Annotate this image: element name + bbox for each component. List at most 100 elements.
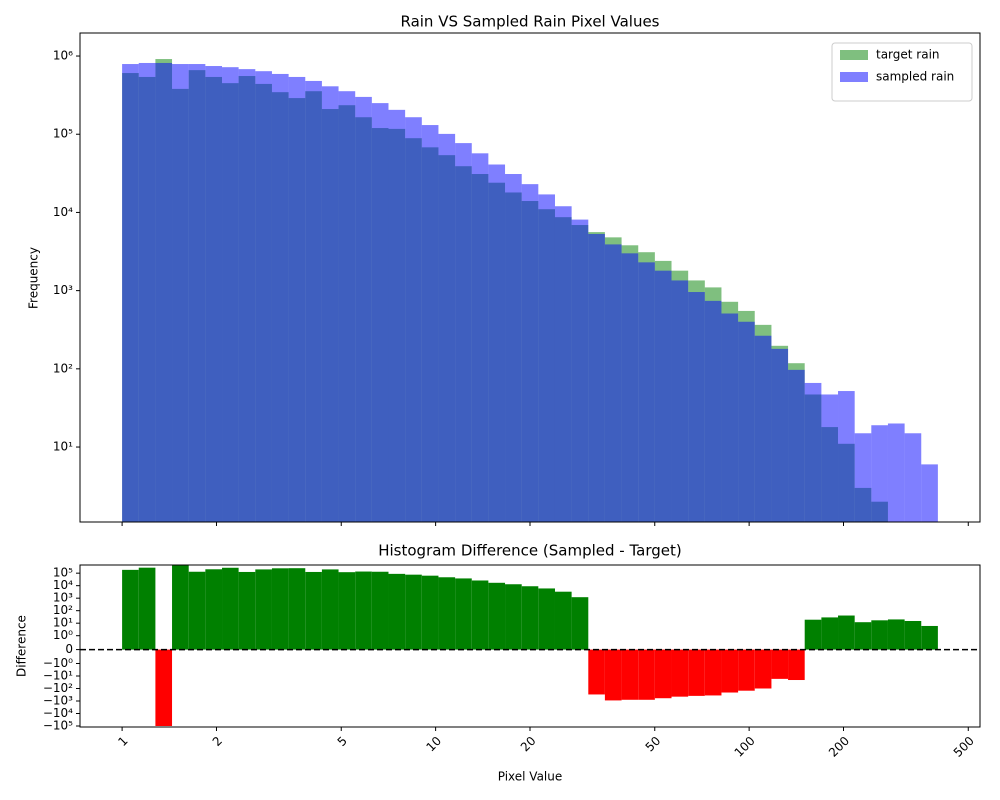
difference-bar	[738, 649, 755, 691]
x-tick-label: 200	[826, 734, 852, 760]
difference-bar	[172, 565, 189, 650]
histogram-bar	[721, 313, 739, 522]
y-axis-label: Difference	[15, 615, 29, 677]
y-tick-label: 10⁴	[53, 205, 73, 219]
y-tick-label: 10³	[53, 591, 73, 605]
y-tick-label: 10¹	[53, 616, 73, 630]
difference-bar	[421, 575, 439, 650]
histogram-bar	[654, 270, 672, 522]
histogram-bar	[288, 76, 306, 522]
difference-bar	[704, 649, 722, 696]
difference-bar	[438, 577, 456, 650]
difference-bar	[155, 649, 173, 727]
y-tick-label: −10⁰	[43, 656, 73, 670]
difference-bar	[288, 568, 306, 650]
histogram-bar	[854, 433, 872, 522]
histogram-bar	[255, 71, 272, 522]
histogram-bar	[588, 233, 605, 522]
histogram-bar	[804, 382, 822, 522]
difference-bar	[571, 597, 589, 650]
difference-bar	[788, 649, 805, 681]
difference-bar	[471, 580, 489, 650]
y-tick-label: −10⁴	[43, 706, 73, 720]
difference-bar	[621, 649, 639, 700]
histogram-bar	[238, 69, 256, 522]
histogram-bar	[488, 164, 506, 522]
histogram-bar	[671, 280, 689, 522]
histogram-bar	[821, 394, 839, 522]
histogram-bar	[538, 194, 555, 522]
plot-area	[122, 565, 938, 727]
y-tick-label: 10⁵	[53, 566, 73, 580]
y-tick-label: 10⁴	[53, 578, 73, 592]
x-tick-label: 10	[424, 734, 445, 755]
histogram-bar	[205, 66, 223, 522]
difference-bar	[222, 567, 239, 650]
y-tick-label: −10²	[43, 681, 73, 695]
difference-bar	[405, 574, 422, 650]
legend-label: target rain	[876, 48, 940, 62]
difference-bar	[521, 586, 539, 650]
axes-frame	[79, 564, 981, 728]
difference-bar	[604, 649, 622, 701]
histogram-bar	[188, 64, 206, 522]
histogram-bar	[355, 96, 372, 522]
x-tick-label: 20	[518, 734, 539, 755]
histogram-bar	[754, 335, 772, 522]
axes-frame	[79, 32, 981, 523]
plot-area	[122, 59, 938, 522]
histogram-bar	[571, 219, 589, 522]
legend-label: sampled rain	[876, 70, 954, 84]
histogram-bar	[771, 348, 789, 522]
y-tick-label: −10¹	[43, 668, 73, 682]
histogram-bar	[904, 433, 922, 522]
difference-bar	[205, 569, 223, 650]
histogram-bar	[305, 80, 322, 522]
histogram-bar	[704, 300, 722, 522]
difference-bar	[338, 572, 356, 650]
histogram-bar	[604, 244, 622, 522]
histogram-bar	[405, 117, 422, 522]
x-tick-label: 2	[210, 734, 225, 749]
y-tick-label: 10²	[53, 361, 73, 375]
difference-bar	[538, 588, 555, 650]
histogram-bar	[271, 73, 289, 522]
difference-bar	[488, 582, 506, 650]
difference-bar	[588, 649, 605, 695]
difference-bar	[754, 649, 772, 689]
y-tick-label: 10³	[53, 283, 73, 297]
y-axis-label: Frequency	[27, 247, 41, 309]
difference-bar	[238, 571, 256, 650]
x-tick-label: 1	[115, 734, 130, 749]
histogram-bar	[122, 64, 139, 522]
histogram-bar	[554, 206, 572, 522]
histogram-bar	[438, 133, 456, 522]
difference-bar	[904, 620, 922, 650]
histogram-bar	[838, 391, 855, 522]
difference-bar	[271, 568, 289, 650]
histogram-bar	[688, 292, 705, 522]
histogram-bar	[788, 369, 805, 522]
histogram-bar	[521, 184, 539, 522]
y-tick-label: 10²	[53, 603, 73, 617]
histogram-bar	[621, 253, 639, 522]
x-tick-label: 500	[951, 734, 977, 760]
difference-bar	[554, 591, 572, 650]
y-tick-label: 10¹	[53, 440, 73, 454]
histogram-bar	[321, 86, 339, 522]
chart-title: Rain VS Sampled Rain Pixel Values	[400, 13, 659, 31]
histogram-bar	[738, 321, 755, 522]
difference-bar	[505, 584, 522, 650]
legend-swatch	[840, 50, 868, 60]
chart-title: Histogram Difference (Sampled - Target)	[378, 542, 682, 560]
difference-bar	[921, 625, 938, 650]
y-tick-label: 10⁶	[53, 49, 73, 63]
x-axis-label: Pixel Value	[498, 770, 563, 784]
y-tick-label: 10⁰	[53, 628, 73, 642]
x-tick-label: 100	[732, 734, 758, 760]
difference-bar	[455, 578, 472, 650]
y-tick-label: −10³	[43, 693, 73, 707]
histogram-bar	[455, 143, 472, 522]
difference-bar	[355, 571, 372, 650]
histogram-bar	[871, 425, 888, 522]
